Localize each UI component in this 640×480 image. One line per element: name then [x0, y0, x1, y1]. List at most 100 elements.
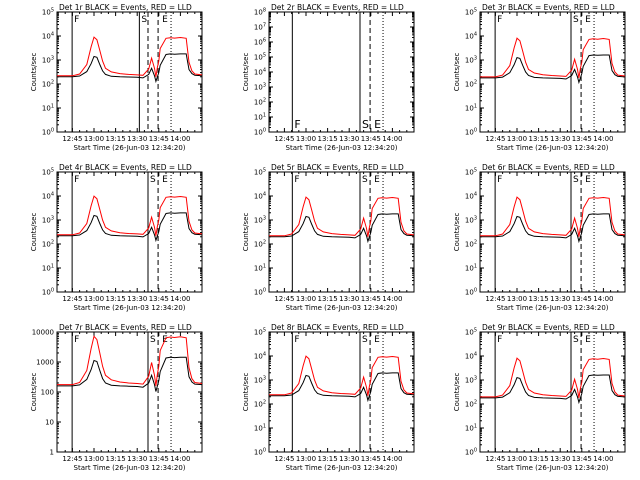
y-tick-label: 102	[42, 240, 54, 249]
x-tick-label: 13:45	[361, 135, 381, 143]
panel-det2r: Det 2r BLACK = Events, RED = LLD 100 101 10…	[242, 3, 415, 152]
marker-letter-f: F	[497, 335, 502, 345]
marker-letter-s: S	[573, 15, 579, 25]
y-tick-label: 104	[254, 68, 266, 77]
marker-letter-e: E	[585, 15, 591, 25]
x-tick-label: 13:15	[318, 135, 338, 143]
x-tick-label: 13:30	[127, 295, 147, 303]
series-lld-line	[480, 37, 626, 78]
y-axis-label: Counts/sec	[453, 373, 461, 412]
panel-title: Det 4r BLACK = Events, RED = LLD	[59, 163, 192, 172]
y-tick-label: 108	[254, 8, 266, 17]
x-tick-label: 13:00	[296, 135, 316, 143]
x-tick-label: 13:15	[318, 295, 338, 303]
x-tick-label: 13:00	[296, 455, 316, 463]
y-tick-label: 104	[465, 352, 477, 361]
x-tick-label: 12:45	[274, 295, 294, 303]
x-tick-label: 13:00	[507, 455, 527, 463]
y-tick-label: 101	[465, 104, 477, 113]
x-axis-label: Start Time (26-Jun-03 12:34:20)	[497, 144, 609, 152]
x-tick-label: 14:00	[382, 135, 402, 143]
y-tick-label: 101	[254, 424, 266, 433]
x-tick-label: 13:30	[339, 295, 359, 303]
x-axis-label: Start Time (26-Jun-03 12:34:20)	[74, 144, 186, 152]
x-tick-label: 13:15	[106, 455, 126, 463]
series-lld-line	[480, 196, 626, 237]
x-axis-label: Start Time (26-Jun-03 12:34:20)	[286, 144, 398, 152]
y-axis-label: Counts/sec	[30, 53, 38, 92]
y-tick-label: 102	[254, 240, 266, 249]
series-lld-line	[269, 355, 415, 396]
x-tick-label: 13:45	[572, 135, 592, 143]
y-tick-label: 101	[42, 104, 54, 113]
marker-letter-f: F	[74, 15, 79, 25]
panel-title: Det 6r BLACK = Events, RED = LLD	[482, 163, 615, 172]
y-tick-label: 100	[254, 128, 266, 137]
y-tick-label: 103	[42, 56, 54, 65]
x-tick-label: 13:00	[84, 135, 104, 143]
y-tick-label: 100	[41, 389, 54, 397]
y-tick-label: 105	[465, 8, 477, 17]
y-tick-label: 100	[42, 128, 54, 137]
x-tick-label: 13:30	[550, 455, 570, 463]
y-tick-label: 102	[465, 240, 477, 249]
x-tick-label: 13:15	[318, 455, 338, 463]
x-tick-label: 13:15	[529, 295, 549, 303]
marker-letter-e: E	[162, 15, 168, 25]
y-tick-label: 103	[465, 216, 477, 225]
marker-letter-e: E	[374, 118, 381, 131]
x-tick-label: 13:30	[550, 135, 570, 143]
x-tick-label: 12:45	[62, 455, 82, 463]
marker-letter-s: S	[362, 335, 368, 345]
plot-frame	[268, 331, 415, 453]
marker-letter-e: E	[585, 175, 591, 185]
x-tick-label: 13:30	[339, 135, 359, 143]
marker-letter-s: S	[141, 15, 147, 25]
x-tick-label: 14:00	[382, 455, 402, 463]
y-axis-label: Counts/sec	[30, 213, 38, 252]
x-tick-label: 13:15	[106, 295, 126, 303]
y-tick-label: 104	[465, 192, 477, 201]
series-lld-line	[480, 357, 626, 398]
y-tick-label: 100	[465, 288, 477, 297]
plot-frame	[479, 171, 626, 293]
y-tick-label: 103	[254, 216, 266, 225]
x-tick-label: 13:15	[529, 135, 549, 143]
panel-det5r: Det 5r BLACK = Events, RED = LLD 100 101 10…	[242, 163, 415, 312]
series-events-line	[269, 213, 415, 244]
y-tick-label: 107	[254, 23, 266, 32]
x-tick-label: 13:00	[296, 295, 316, 303]
marker-letter-f: F	[74, 175, 79, 185]
plot-frame	[56, 171, 203, 293]
y-tick-label: 103	[254, 83, 266, 92]
y-tick-label: 105	[465, 168, 477, 177]
y-tick-label: 101	[465, 424, 477, 433]
marker-letter-s: S	[362, 118, 369, 131]
y-tick-label: 102	[254, 98, 266, 107]
x-axis-label: Start Time (26-Jun-03 12:34:20)	[497, 464, 609, 472]
y-tick-label: 10000	[32, 329, 54, 337]
y-tick-label: 105	[254, 168, 266, 177]
series-events-line	[480, 374, 626, 405]
x-tick-label: 13:00	[507, 295, 527, 303]
plot-frame	[479, 11, 626, 133]
x-axis-label: Start Time (26-Jun-03 12:34:20)	[286, 464, 398, 472]
panel-title: Det 7r BLACK = Events, RED = LLD	[59, 323, 192, 332]
plot-frame	[268, 171, 415, 293]
x-axis-label: Start Time (26-Jun-03 12:34:20)	[286, 304, 398, 312]
y-tick-label: 104	[465, 32, 477, 41]
x-tick-label: 13:00	[84, 295, 104, 303]
panel-title: Det 8r BLACK = Events, RED = LLD	[271, 323, 404, 332]
marker-letter-e: E	[374, 335, 380, 345]
y-tick-label: 100	[254, 448, 266, 457]
x-axis-label: Start Time (26-Jun-03 12:34:20)	[74, 304, 186, 312]
y-tick-label: 102	[254, 400, 266, 409]
x-tick-label: 13:00	[84, 455, 104, 463]
y-tick-label: 104	[42, 32, 54, 41]
y-tick-label: 100	[465, 128, 477, 137]
y-axis-label: Counts/sec	[30, 373, 38, 412]
y-tick-label: 103	[465, 376, 477, 385]
x-tick-label: 13:45	[572, 295, 592, 303]
x-tick-label: 13:30	[127, 135, 147, 143]
